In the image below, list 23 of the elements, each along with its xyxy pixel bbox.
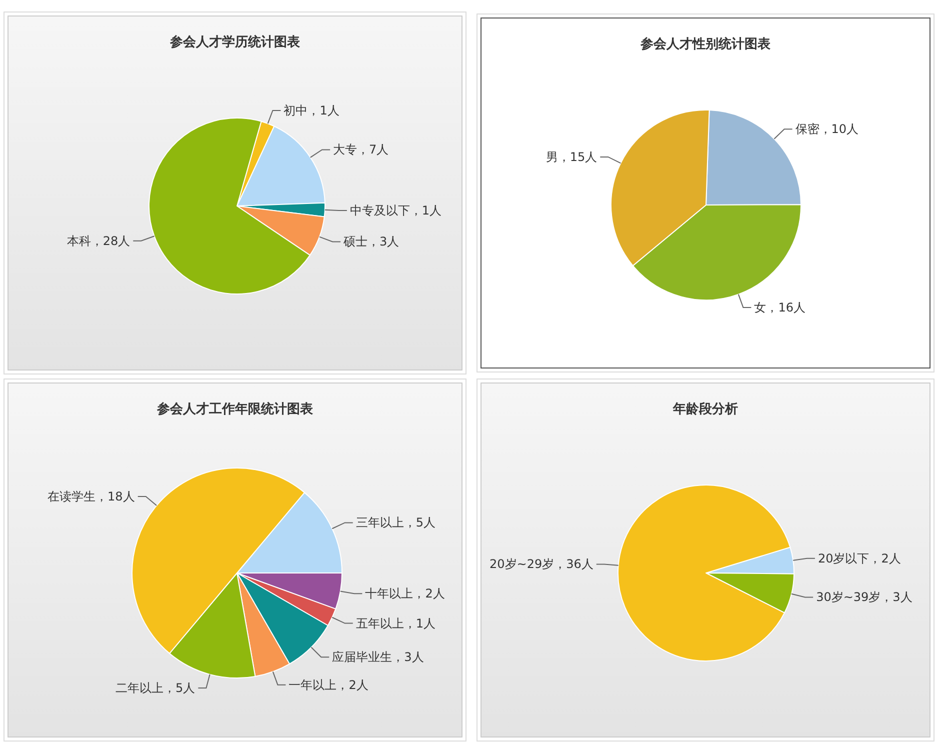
- chart-title: 参会人才工作年限统计图表: [156, 401, 314, 417]
- slice-label: 硕士，3人: [342, 234, 400, 249]
- slice-label: 30岁~39岁，3人: [816, 590, 912, 604]
- chart-title: 参会人才学历统计图表: [169, 34, 301, 50]
- slice-label: 二年以上，5人: [116, 680, 196, 695]
- slice-label: 中专及以下，1人: [350, 203, 442, 218]
- pie-slice: [618, 484, 791, 662]
- slice-label: 十年以上，2人: [365, 586, 445, 601]
- slice-label: 男，15人: [546, 150, 598, 164]
- slice-label: 本科，28人: [66, 234, 130, 248]
- slice-label: 在读学生，18人: [48, 490, 135, 504]
- chart-title: 参会人才性别统计图表: [640, 36, 772, 52]
- slice-label: 初中，1人: [284, 103, 340, 118]
- slice-label: 20岁以下，2人: [818, 551, 901, 566]
- chart-title: 年龄段分析: [672, 402, 738, 417]
- slice-label: 大专，7人: [333, 142, 389, 157]
- slice-label: 女，16人: [754, 300, 806, 314]
- slice-label: 一年以上，2人: [288, 678, 368, 692]
- slice-label: 应届毕业生，3人: [332, 650, 424, 664]
- slice-label: 五年以上，1人: [356, 616, 436, 630]
- slice-label: 保密，10人: [795, 122, 859, 136]
- slice-label: 20岁~29岁，36人: [490, 557, 594, 572]
- slice-label: 三年以上，5人: [356, 516, 436, 530]
